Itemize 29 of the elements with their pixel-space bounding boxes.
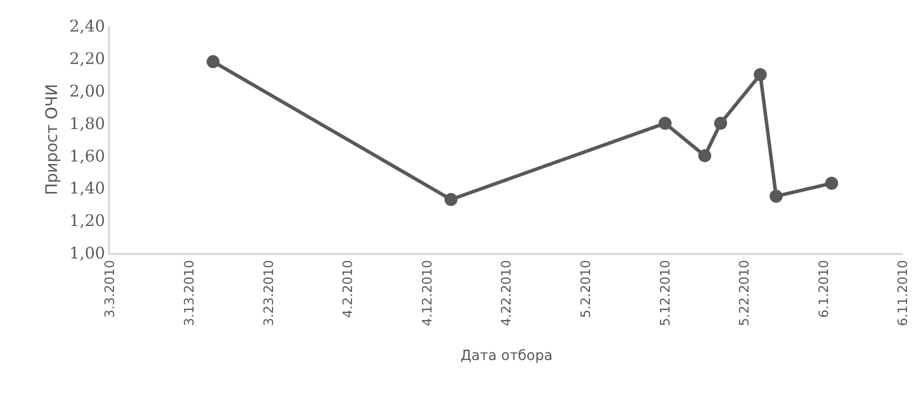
point [825, 176, 838, 190]
x-tick-label: 4.12.2010 [420, 260, 436, 326]
y-tick-label: 2,00 [69, 81, 106, 100]
x-tick-label: 3.23.2010 [262, 260, 277, 326]
point [444, 192, 458, 206]
point [714, 116, 728, 130]
point [754, 68, 767, 82]
x-tick-label: 5.2.2010 [579, 260, 594, 318]
x-tick-label: 4.2.2010 [341, 260, 356, 318]
x-tick-label: 5.12.2010 [658, 260, 674, 326]
x-tick-label: 6.1.2010 [816, 260, 832, 318]
x-tick-label: 3.3.2010 [103, 260, 118, 318]
y-tick-label: 1,40 [69, 178, 106, 198]
y-tick-label: 1,80 [69, 114, 106, 133]
x-tick-label: 5.22.2010 [738, 260, 753, 326]
y-tick-label: 1,60 [69, 146, 106, 166]
point [770, 190, 783, 203]
y-tick-label: 1,20 [69, 211, 106, 230]
x-tick-label: 4.22.2010 [500, 260, 515, 326]
y-axis-title: Прирост ОЧИ [42, 84, 61, 196]
point [658, 116, 672, 130]
y-tick-label: 1,00 [69, 244, 106, 263]
y-tick-label: 2,40 [69, 16, 106, 36]
x-axis-title: Дата отбора [460, 348, 553, 364]
x-tick-label: 6.11.2010 [896, 260, 912, 326]
point [698, 149, 712, 162]
point [206, 55, 220, 68]
y-tick-label: 2,20 [69, 49, 106, 68]
x-tick-label: 3.13.2010 [182, 260, 198, 326]
